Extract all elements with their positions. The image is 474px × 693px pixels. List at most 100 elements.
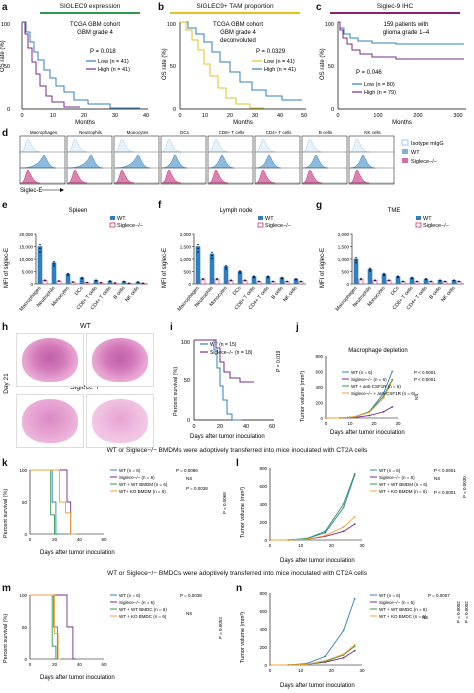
- ytick: 800: [259, 466, 267, 471]
- svg-text:P = 0.019: P = 0.019: [276, 350, 282, 372]
- km-curve-3: [30, 594, 62, 660]
- ytick: 200: [259, 645, 267, 650]
- p-value: P = 0.0002: [456, 601, 461, 623]
- svg-text:Siglece−/−: Siglece−/−: [117, 223, 143, 229]
- dot: [137, 281, 139, 283]
- growth-point: [391, 370, 394, 373]
- d-cell-label: B cells: [319, 130, 333, 135]
- svg-text:Tumor volume (mm³): Tumor volume (mm³): [240, 487, 246, 538]
- ytick: 200: [259, 520, 267, 525]
- dot: [142, 282, 144, 284]
- dot: [444, 280, 446, 283]
- dot: [239, 272, 241, 275]
- ytick: 400: [259, 627, 267, 632]
- d-hist-curve-0: [20, 138, 41, 153]
- svg-text:Tumor volume (mm³): Tumor volume (mm³): [300, 371, 306, 422]
- growth-point: [368, 411, 371, 414]
- d-cell-label: Monocytes: [127, 130, 150, 135]
- panel-b-letter: b: [158, 2, 165, 13]
- svg-text:0: 0: [173, 107, 176, 113]
- brain-wt-1: [16, 333, 84, 387]
- d-hist-curve-0: [114, 138, 135, 153]
- ytick: 1,500: [338, 245, 350, 250]
- d-hist-curve-1: [20, 154, 57, 169]
- growth-point: [382, 397, 385, 400]
- legend-label: WT (n = 6): [119, 468, 141, 473]
- legend-label: WT+ KO BMDM (n = 6): [119, 489, 166, 494]
- dot: [202, 278, 204, 280]
- panel-c-km-plot: 100 50 0 OS rate (%) 0 100 200 300 Month…: [320, 21, 466, 126]
- c-legend-high: High (n = 79): [364, 90, 396, 96]
- d-cell-label: DCs: [180, 130, 189, 135]
- dot: [416, 280, 418, 283]
- growth-point: [368, 414, 371, 417]
- legend-label: Siglece−/− (n = 6): [379, 600, 415, 605]
- c-cohort: 159 patients with: [383, 22, 428, 28]
- b-legend-high: High (n = 41): [264, 67, 296, 73]
- d-cell-label: CD4+ T cells: [266, 130, 292, 135]
- category-label: DCs: [232, 285, 243, 297]
- bar-g-0-0: [353, 258, 359, 285]
- legend-label: Siglece−/− (n = 6): [119, 600, 155, 605]
- svg-text:Days after tumor inoculation: Days after tumor inoculation: [40, 675, 115, 681]
- dot: [81, 276, 83, 279]
- legend-label: WT + KO BMDC (n = 6): [119, 614, 167, 619]
- ytick: 0: [188, 282, 191, 287]
- p-value: P < 0.0001: [414, 377, 436, 382]
- ytick: 0: [346, 282, 349, 287]
- dot: [72, 281, 74, 283]
- xtick: 20: [371, 421, 377, 426]
- p-value: P < 0.0001: [434, 490, 456, 495]
- growth-point: [287, 664, 290, 666]
- ytick: 2,000: [338, 232, 350, 237]
- category-label: NK cells: [282, 285, 299, 303]
- d-histogram-6: B cells: [301, 130, 348, 185]
- p-value: NS: [186, 611, 192, 616]
- xtick: 20: [52, 537, 58, 542]
- legend-label: Siglece−/− (n = 6): [351, 377, 387, 382]
- growth-point: [342, 526, 345, 528]
- p-value: P = 0.0038: [180, 593, 202, 598]
- bar-f-0-2: [223, 266, 229, 285]
- svg-text:300: 300: [453, 113, 462, 119]
- xtick: 10: [347, 421, 353, 426]
- legend-label: WT (n = 6): [119, 593, 141, 598]
- growth-point: [353, 649, 356, 652]
- d-hist-curve-1: [302, 154, 329, 169]
- growth-point: [269, 539, 271, 541]
- panel-e-bar-chart: Spleen WT Siglece−/− MFI of siglec-E 0 5,…: [4, 208, 148, 312]
- growth-curve-3: [270, 644, 355, 666]
- growth-point: [305, 538, 308, 541]
- dot: [369, 269, 371, 271]
- b-cohort: TCGA GBM cohort: [213, 22, 263, 28]
- p-value: P = 0.0053: [218, 617, 223, 639]
- svg-text:0: 0: [192, 424, 195, 430]
- dot: [425, 278, 427, 280]
- dot: [355, 257, 357, 259]
- xtick: 10: [298, 543, 304, 548]
- growth-curve-3: [270, 516, 355, 541]
- ytick: 100: [19, 468, 27, 473]
- ytick: 200: [315, 401, 323, 406]
- km-curve-3: [30, 469, 76, 535]
- d-histogram-5: CD4+ T cells: [254, 130, 301, 185]
- growth-point: [342, 506, 345, 509]
- ytick: 0: [264, 538, 267, 543]
- panel-b-header-bar: [170, 12, 300, 14]
- svg-text:0: 0: [331, 107, 334, 113]
- xtick: 20: [52, 662, 58, 667]
- growth-point: [342, 503, 345, 505]
- h-day-label: Day 21: [2, 373, 10, 394]
- dot: [369, 270, 371, 272]
- growth-point: [353, 516, 356, 518]
- panel-g-letter: g: [316, 200, 323, 211]
- dot: [383, 273, 385, 276]
- b-subtitle2: deconvoluted: [220, 38, 256, 44]
- svg-text:20: 20: [81, 113, 87, 119]
- legend-label: WT (n = 6): [351, 370, 373, 375]
- d-hist-curve-0: [349, 138, 370, 153]
- ytick: 600: [259, 484, 267, 489]
- panel-i-letter: i: [170, 322, 173, 333]
- b-subtitle: GBM grade 4: [220, 30, 256, 36]
- p-value: NS: [186, 476, 192, 481]
